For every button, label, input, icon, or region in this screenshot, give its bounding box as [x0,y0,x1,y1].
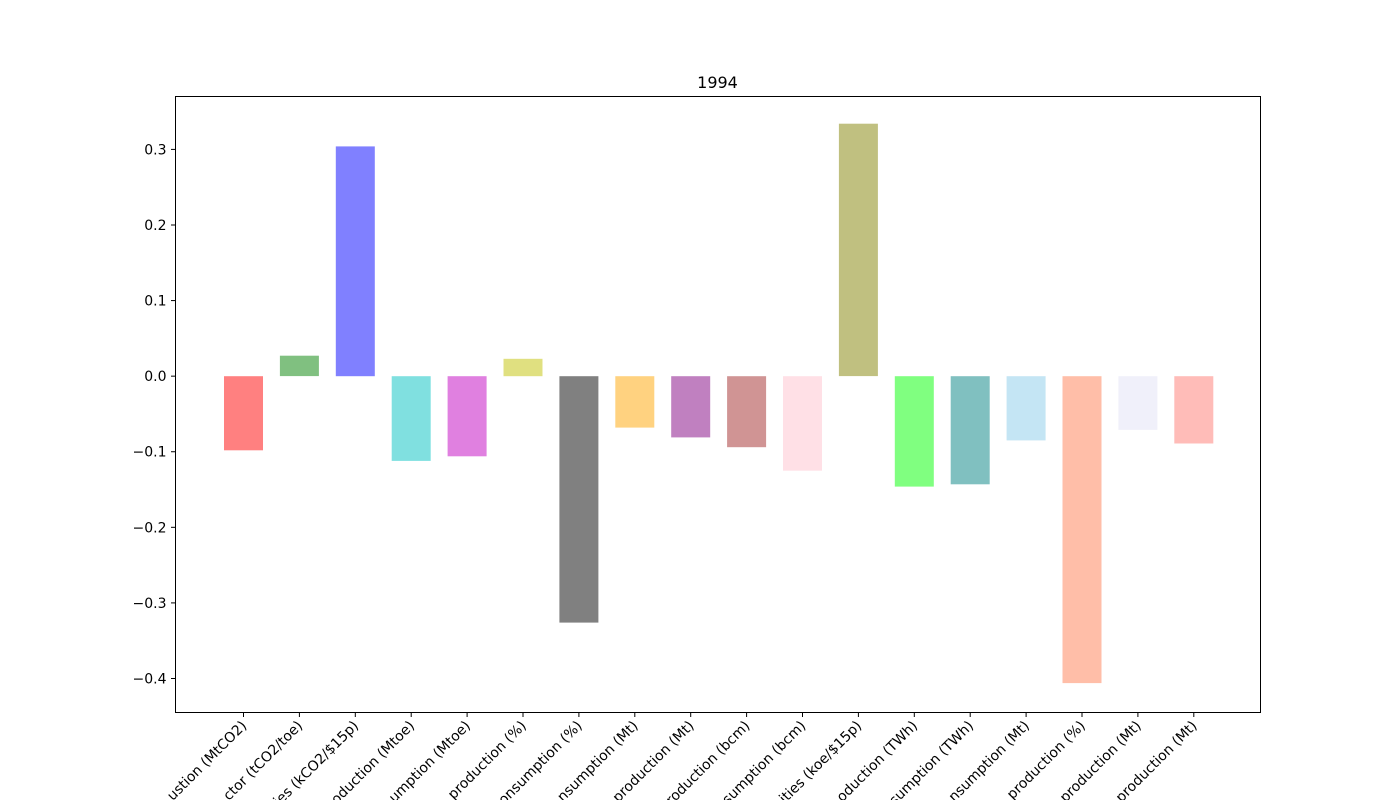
bar [503,358,543,377]
chart-title: 1994 [697,73,738,92]
y-tick-label: −0.3 [133,596,167,612]
y-tick-label: −0.1 [133,445,167,461]
plot-area [224,123,1214,684]
bar [727,376,767,448]
bar [224,376,263,451]
bar [894,376,934,487]
bar [559,376,599,623]
y-tick-label: 0.2 [144,218,166,234]
bar [335,146,375,377]
y-tick-label: 0.0 [144,369,166,385]
y-tick-label: 0.3 [144,142,166,158]
bar [1118,376,1158,430]
bar [1174,376,1214,444]
bar [1062,376,1102,684]
y-axis: −0.4 −0.3 −0.2 −0.1 0.0 0.1 0.2 0.3 [133,142,176,687]
bar [447,376,487,457]
bar [279,355,319,377]
y-tick-label: −0.4 [133,671,167,687]
y-tick-label: −0.2 [133,520,167,536]
bar [783,376,822,471]
x-axis: ustion (MtCO2)ctor (tCO2/toe)ies (kCO2/$… [164,712,1201,800]
bar [950,376,990,485]
bar [1006,376,1046,441]
bar [671,376,711,438]
bar [838,123,878,377]
plot-frame [175,96,1261,713]
bar [615,376,655,428]
y-tick-label: 0.1 [144,294,166,310]
bar [391,376,431,461]
